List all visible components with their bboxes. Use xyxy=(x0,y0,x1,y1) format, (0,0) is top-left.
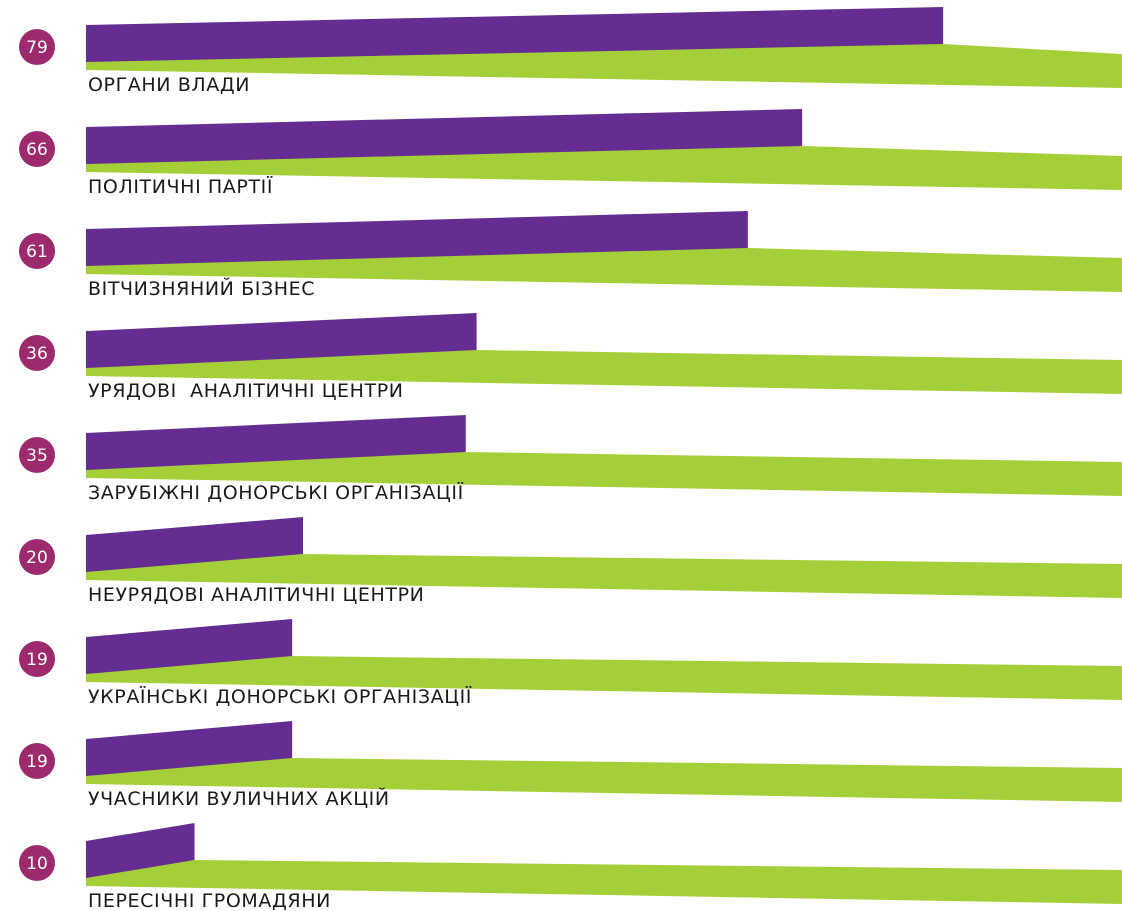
data-label: 36 xyxy=(26,344,48,364)
remainder-bar xyxy=(86,743,1122,802)
category-label: УКРАЇНСЬКІ ДОНОРСЬКІ ОРГАНІЗАЦІЇ xyxy=(88,685,472,708)
category-label: НЕУРЯДОВІ АНАЛІТИЧНІ ЦЕНТРИ xyxy=(88,584,424,606)
chart-row: 79 ОРГАНИ ВЛАДИ xyxy=(19,7,1122,96)
chart-row: 19 УЧАСНИКИ ВУЛИЧНИХ АКЦІЙ xyxy=(19,721,1122,810)
chart-row: 36 УРЯДОВІ АНАЛІТИЧНІ ЦЕНТРИ xyxy=(19,313,1122,402)
category-label: ПОЛІТИЧНІ ПАРТІЇ xyxy=(88,175,273,198)
chart-row: 19 УКРАЇНСЬКІ ДОНОРСЬКІ ОРГАНІЗАЦІЇ xyxy=(19,619,1122,708)
value-bar xyxy=(86,517,303,572)
value-badge xyxy=(19,641,55,677)
data-label: 66 xyxy=(26,140,48,160)
value-badge xyxy=(19,29,55,65)
value-bar xyxy=(86,823,195,878)
category-label: УРЯДОВІ АНАЛІТИЧНІ ЦЕНТРИ xyxy=(88,380,404,402)
chart-row: 10 ПЕРЕСІЧНІ ГРОМАДЯНИ xyxy=(19,823,1122,911)
category-label: ЗАРУБІЖНІ ДОНОРСЬКІ ОРГАНІЗАЦІЇ xyxy=(88,481,464,504)
chart-row: 61 ВІТЧИЗНЯНИЙ БІЗНЕС xyxy=(19,211,1122,300)
value-bar xyxy=(86,313,477,368)
data-label: 20 xyxy=(26,548,48,568)
chart-row: 66 ПОЛІТИЧНІ ПАРТІЇ xyxy=(19,109,1122,198)
chart-row: 20 НЕУРЯДОВІ АНАЛІТИЧНІ ЦЕНТРИ xyxy=(19,517,1122,606)
data-label: 35 xyxy=(26,446,48,466)
category-label: ВІТЧИЗНЯНИЙ БІЗНЕС xyxy=(88,277,315,300)
value-badge xyxy=(19,233,55,269)
value-badge xyxy=(19,437,55,473)
remainder-bar xyxy=(86,845,1122,904)
data-label: 19 xyxy=(26,752,48,772)
remainder-bar xyxy=(86,539,1122,598)
category-label: УЧАСНИКИ ВУЛИЧНИХ АКЦІЙ xyxy=(88,787,390,810)
chart-rows: 79 ОРГАНИ ВЛАДИ 66 ПОЛІТИЧНІ ПАРТІЇ 61 ВІТЧИЗ… xyxy=(19,7,1122,911)
category-label: ОРГАНИ ВЛАДИ xyxy=(88,74,250,96)
value-badge xyxy=(19,131,55,167)
chart-row: 35 ЗАРУБІЖНІ ДОНОРСЬКІ ОРГАНІЗАЦІЇ xyxy=(19,415,1122,504)
data-label: 79 xyxy=(26,38,48,58)
value-badge xyxy=(19,539,55,575)
data-label: 10 xyxy=(26,854,48,874)
value-bar xyxy=(86,109,803,164)
value-bar xyxy=(86,7,944,62)
value-badge xyxy=(19,335,55,371)
category-label: ПЕРЕСІЧНІ ГРОМАДЯНИ xyxy=(88,890,331,911)
value-badge xyxy=(19,743,55,779)
value-badge xyxy=(19,845,55,881)
value-bar xyxy=(86,619,293,674)
value-bar xyxy=(86,721,293,776)
remainder-bar xyxy=(86,641,1122,700)
value-bar xyxy=(86,415,466,470)
value-bar xyxy=(86,211,748,266)
data-label: 19 xyxy=(26,650,48,670)
data-label: 61 xyxy=(26,242,48,262)
